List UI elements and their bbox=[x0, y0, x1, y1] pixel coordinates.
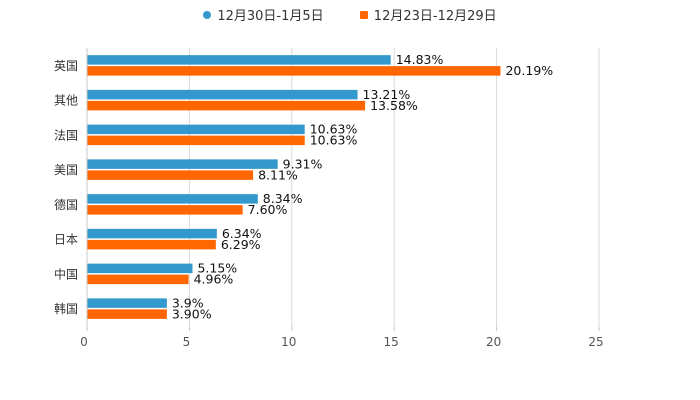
data-label-series-1-2: 10.63% bbox=[310, 122, 358, 137]
data-label-series-1-0: 14.83% bbox=[396, 52, 444, 67]
bar-series-2-4[interactable] bbox=[87, 205, 243, 215]
data-label-series-2-1: 13.58% bbox=[370, 98, 418, 113]
x-tick-label-5: 25 bbox=[588, 335, 603, 349]
x-tick-label-4: 20 bbox=[486, 335, 501, 349]
bar-series-2-0[interactable] bbox=[87, 66, 501, 76]
bar-series-2-6[interactable] bbox=[87, 274, 189, 285]
category-label-3: 美国 bbox=[54, 163, 78, 177]
x-tick-label-3: 15 bbox=[384, 335, 399, 349]
legend-marker-series-1 bbox=[203, 10, 212, 19]
data-label-series-1-5: 6.34% bbox=[222, 226, 262, 241]
category-label-6: 中国 bbox=[54, 266, 78, 281]
bar-series-2-5[interactable] bbox=[87, 239, 216, 250]
category-label-1: 其他 bbox=[54, 94, 78, 108]
category-label-2: 法国 bbox=[54, 128, 78, 142]
bar-series-1-7[interactable] bbox=[87, 298, 167, 308]
bar-series-1-6[interactable] bbox=[87, 263, 193, 274]
data-label-series-1-1: 13.21% bbox=[363, 87, 411, 102]
data-label-series-1-4: 8.34% bbox=[263, 191, 303, 206]
bar-series-1-3[interactable] bbox=[87, 159, 278, 169]
x-tick-label-1: 5 bbox=[183, 335, 191, 349]
category-label-7: 韩国 bbox=[54, 301, 78, 316]
data-label-series-2-3: 8.11% bbox=[258, 167, 298, 182]
x-tick-label-2: 10 bbox=[281, 335, 296, 349]
data-label-series-2-7: 3.90% bbox=[172, 306, 212, 321]
legend: 12月30日-1月5日 12月23日-12月29日 bbox=[0, 5, 700, 24]
data-label-series-1-7: 3.9% bbox=[172, 295, 204, 310]
data-label-series-2-5: 6.29% bbox=[221, 237, 261, 252]
bar-series-1-2[interactable] bbox=[87, 124, 305, 135]
bar-series-2-7[interactable] bbox=[87, 309, 167, 319]
bar-series-2-1[interactable] bbox=[87, 100, 366, 111]
legend-label-series-1: 12月30日-1月5日 bbox=[217, 9, 324, 24]
x-tick-label-0: 0 bbox=[80, 335, 88, 349]
legend-marker-series-2 bbox=[359, 10, 368, 19]
data-label-series-2-4: 7.60% bbox=[248, 202, 288, 217]
bar-series-2-2[interactable] bbox=[87, 135, 305, 146]
bar-series-1-0[interactable] bbox=[87, 55, 391, 65]
data-label-series-2-0: 20.19% bbox=[505, 63, 553, 78]
data-label-series-2-6: 4.96% bbox=[194, 272, 234, 287]
legend-item-series-2[interactable]: 12月23日-12月29日 bbox=[359, 5, 497, 24]
bar-series-1-5[interactable] bbox=[87, 228, 217, 239]
category-label-5: 日本 bbox=[54, 233, 78, 247]
data-label-series-1-6: 5.15% bbox=[197, 261, 237, 276]
category-label-0: 英国 bbox=[54, 59, 78, 73]
bar-series-1-1[interactable] bbox=[87, 89, 358, 100]
bar-series-2-3[interactable] bbox=[87, 170, 254, 180]
legend-label-series-2: 12月23日-12月29日 bbox=[373, 9, 497, 24]
legend-item-series-1[interactable]: 12月30日-1月5日 bbox=[203, 5, 324, 24]
data-label-series-2-2: 10.63% bbox=[310, 133, 358, 148]
data-label-series-1-3: 9.31% bbox=[283, 156, 323, 171]
bar-series-1-4[interactable] bbox=[87, 194, 258, 204]
category-label-4: 德国 bbox=[54, 197, 78, 212]
